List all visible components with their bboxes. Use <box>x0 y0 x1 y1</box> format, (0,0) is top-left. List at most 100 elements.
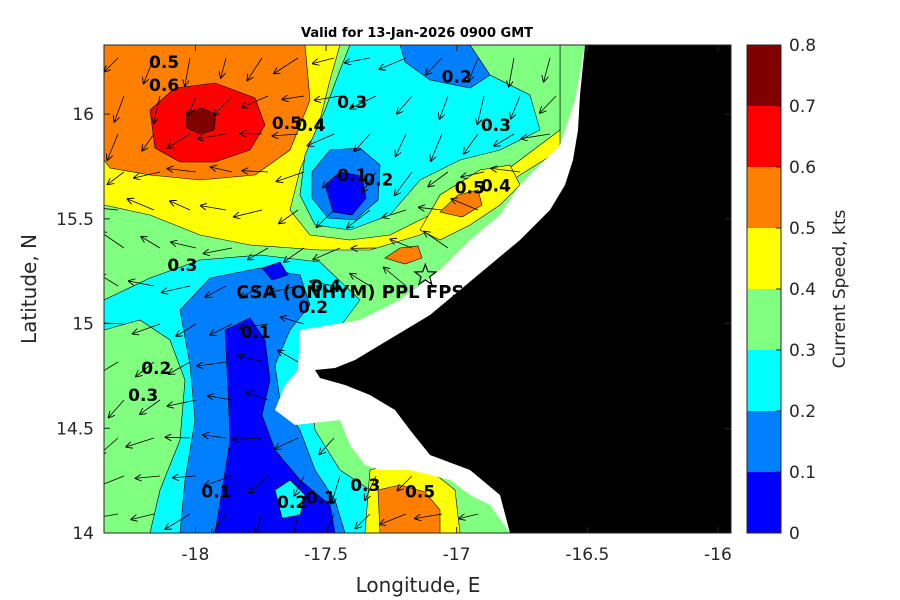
current-vector <box>490 168 521 172</box>
current-vector <box>104 437 119 455</box>
colorbar-swatch <box>747 167 781 228</box>
current-vector <box>140 236 161 249</box>
colorbar-tick-label: 0.7 <box>789 97 816 117</box>
current-vector <box>205 285 227 297</box>
current-vector <box>127 199 155 211</box>
contour-label: 0.1 <box>201 482 231 502</box>
plot-area: 0.50.60.50.40.30.20.30.10.2 0.50.40.30.20… <box>104 45 731 533</box>
current-vector <box>211 513 227 533</box>
current-vector <box>280 317 305 325</box>
contour-label: 0.3 <box>167 256 197 276</box>
current-vector <box>458 513 479 519</box>
current-vector <box>331 475 341 504</box>
colorbar-tick-label: 0.2 <box>789 402 816 422</box>
contour-label: 0.5 <box>455 179 485 199</box>
current-vector <box>188 95 197 116</box>
current-vector <box>346 209 371 228</box>
contour-label: 0.4 <box>311 277 341 297</box>
current-vector <box>365 475 377 501</box>
current-vector <box>439 95 449 120</box>
current-vector <box>256 513 263 533</box>
current-vector <box>312 57 335 64</box>
current-vector <box>396 95 413 114</box>
current-vector <box>460 171 485 177</box>
current-vector <box>104 274 119 287</box>
contour-label: 0.2 <box>298 298 328 318</box>
current-vector <box>104 475 125 485</box>
current-vector <box>161 285 191 292</box>
current-vector <box>175 323 197 336</box>
current-vector <box>108 399 125 418</box>
current-vector <box>238 323 269 328</box>
current-vector <box>468 57 479 82</box>
colorbar-tick-label: 0.8 <box>789 36 816 56</box>
y-tick-label: 15.5 <box>56 210 94 230</box>
colorbar-label: Current Speed, kts <box>830 210 850 369</box>
current-vector <box>418 207 443 210</box>
current-vector <box>169 201 191 211</box>
current-vector <box>278 209 299 224</box>
current-vector <box>207 396 233 401</box>
current-vector <box>349 273 371 287</box>
y-tick-label: 16 <box>72 105 94 125</box>
current-vector <box>213 95 233 116</box>
x-tick-label: -18 <box>182 545 210 565</box>
site-star-icon <box>413 262 438 286</box>
current-vector <box>355 513 371 529</box>
current-vector <box>276 171 305 182</box>
contour-label: 0.5 <box>149 53 179 73</box>
current-vector <box>210 167 233 173</box>
contour-label: 0.3 <box>350 476 380 496</box>
contour-label: 0.3 <box>481 116 511 136</box>
current-vector <box>397 475 413 491</box>
current-vector <box>344 57 371 63</box>
current-vector <box>450 198 479 211</box>
current-vector <box>104 57 119 72</box>
current-vector <box>274 437 299 449</box>
current-vector <box>493 133 515 146</box>
y-axis-label: Latitude, N <box>17 234 41 344</box>
current-vector <box>196 361 227 366</box>
contour-label: 0.1 <box>337 166 367 186</box>
current-vector-arrows <box>104 57 557 533</box>
current-vector <box>167 168 197 172</box>
current-vector <box>294 475 305 496</box>
current-vector <box>241 171 269 172</box>
band-0-3-0-4-southwest <box>104 319 186 533</box>
current-vector <box>307 133 335 146</box>
current-vector <box>165 437 191 438</box>
colorbar: 0 0.1 0.2 0.3 0.4 0.5 0.6 0.7 0.8 <box>747 36 816 544</box>
current-vector <box>164 513 191 530</box>
colorbar-tick-label: 0.4 <box>789 280 816 300</box>
current-vector <box>248 475 269 494</box>
current-vector <box>539 95 557 113</box>
colorbar-tick-label: 0.1 <box>789 463 816 483</box>
current-vector <box>362 171 377 193</box>
current-vector <box>130 513 155 520</box>
current-vector <box>314 95 341 100</box>
current-vector <box>143 57 155 84</box>
colorbar-tick-label: 0 <box>789 524 800 544</box>
current-vector <box>204 475 233 486</box>
current-vector <box>394 171 413 196</box>
current-vector <box>170 242 197 249</box>
current-vector <box>430 133 443 162</box>
current-vector <box>520 133 551 139</box>
x-axis: -18 -17.5 -17 -16.5 -16 <box>182 45 732 565</box>
current-vector <box>202 435 227 438</box>
current-vector <box>383 267 407 287</box>
colorbar-swatch <box>747 411 781 472</box>
contour-label: 0.4 <box>295 116 325 136</box>
axes-frame <box>103 44 732 534</box>
current-vector <box>390 239 413 249</box>
band-0-5-0-6-coast <box>384 245 423 265</box>
current-vector <box>238 355 263 363</box>
colorbar-tick-label: 0.3 <box>789 341 816 361</box>
contour-label: 0.5 <box>405 482 435 502</box>
current-vector <box>107 133 119 161</box>
current-vector <box>104 231 125 249</box>
x-axis-label: Longitude, E <box>356 573 481 597</box>
band-0-0-0-1-south <box>214 317 336 533</box>
current-vector <box>104 513 119 517</box>
current-vector <box>309 281 335 287</box>
